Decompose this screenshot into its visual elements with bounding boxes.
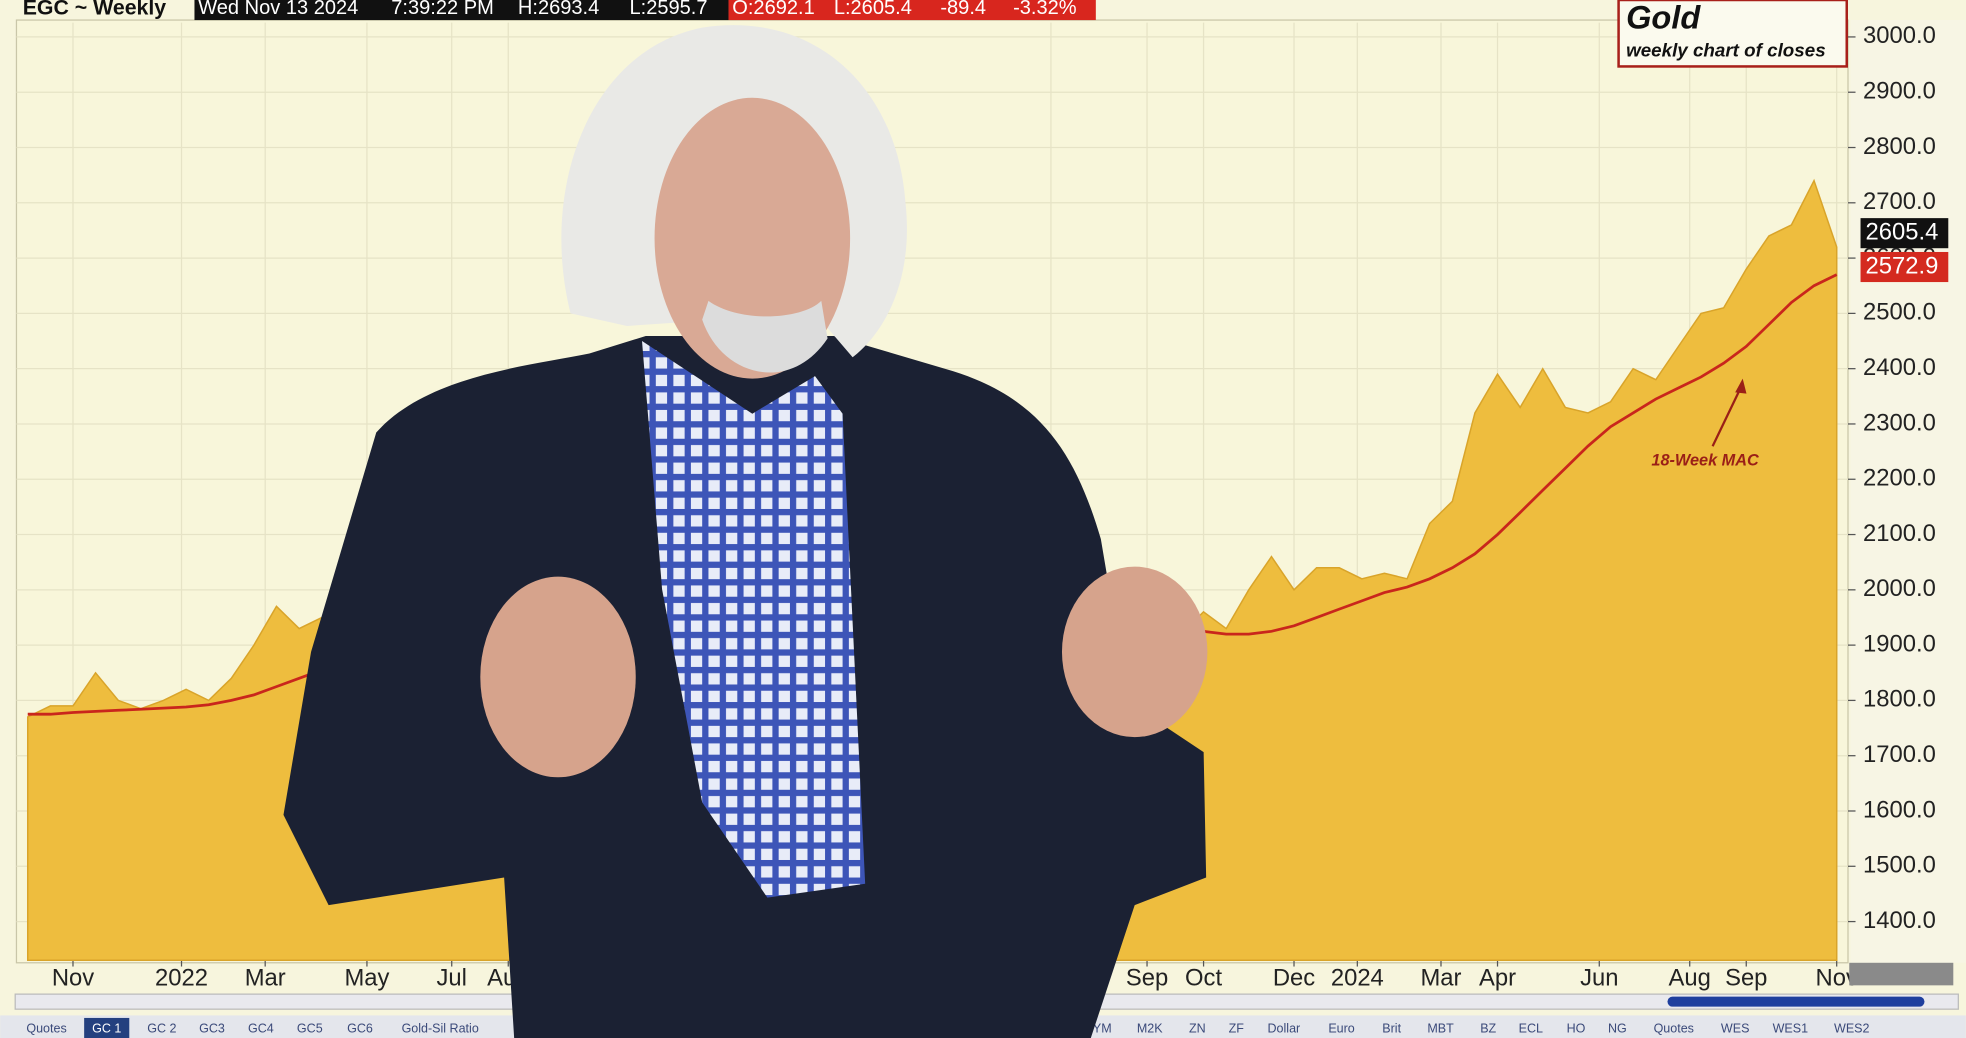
tab[interactable]: GC6 [347, 1022, 373, 1036]
y-tick-label: 1400.0 [1863, 907, 1936, 934]
tab[interactable]: Quotes [1654, 1022, 1694, 1036]
y-tick-label: 1800.0 [1863, 686, 1936, 713]
tab[interactable]: GC 2 [147, 1022, 176, 1036]
y-tick-label: 2700.0 [1863, 188, 1936, 215]
tab[interactable]: GC4 [248, 1022, 274, 1036]
tab[interactable]: Quotes [26, 1022, 66, 1036]
legend-subtitle: weekly chart of closes [1626, 39, 1826, 60]
x-tick-label: Jul [437, 964, 467, 991]
x-tick-label: 2022 [155, 964, 208, 991]
y-tick-label: 2800.0 [1863, 133, 1936, 160]
tab-active [84, 1017, 130, 1038]
x-tick-label: Nov [52, 964, 94, 991]
tab[interactable]: HO [1567, 1022, 1586, 1036]
tab[interactable]: ZN [1189, 1022, 1206, 1036]
y-tick-label: 2400.0 [1863, 354, 1936, 381]
y-tick-label: 2000.0 [1863, 575, 1936, 602]
tab[interactable]: ECL [1519, 1022, 1543, 1036]
x-tick-label: Aug [1669, 964, 1711, 991]
y-tick-label: 1600.0 [1863, 796, 1936, 823]
annotation-arrowhead [1735, 378, 1747, 394]
header-field: O:2692.1 [732, 0, 814, 19]
face [654, 97, 851, 379]
x-tick-label: Jun [1580, 964, 1618, 991]
header-field: L:2605.4 [834, 0, 912, 19]
tab[interactable]: WES2 [1834, 1022, 1870, 1036]
scrollbar-thumb [1667, 996, 1925, 1007]
y-tick-label: 1500.0 [1863, 852, 1936, 879]
legend-box [1617, 0, 1848, 68]
x-tick-label: Sep [1126, 964, 1168, 991]
header-red [728, 0, 1096, 21]
tab[interactable]: WES [1721, 1022, 1750, 1036]
tab[interactable]: NG [1608, 1022, 1627, 1036]
x-tick-label: May [344, 964, 389, 991]
tab[interactable]: M2K [1137, 1022, 1163, 1036]
y-tick-label: 2200.0 [1863, 465, 1936, 492]
header-field: 7:39:22 PM [391, 0, 494, 19]
header-field: -89.4 [940, 0, 986, 19]
legend-title: Gold [1626, 0, 1701, 36]
tab[interactable]: Brit [1382, 1022, 1401, 1036]
axis-panel [1850, 20, 1966, 963]
left-hand [480, 576, 636, 778]
y-tick-label: 2900.0 [1863, 78, 1936, 105]
x-tick-label: Oct [1185, 964, 1222, 991]
annotation-arrow [1711, 383, 1744, 447]
scrollbar-cap [1849, 962, 1954, 986]
header-field: -3.32% [1013, 0, 1077, 19]
x-tick-label: 2024 [1331, 964, 1384, 991]
tab[interactable]: ZF [1229, 1022, 1245, 1036]
tab[interactable]: GC3 [199, 1022, 225, 1036]
x-tick-label: Mar [1420, 964, 1461, 991]
price-label: 2605.4 [1866, 218, 1939, 245]
price-label: 2572.9 [1866, 252, 1939, 279]
y-tick-label: 3000.0 [1863, 22, 1936, 49]
presenter [283, 25, 1208, 1038]
header-field: H:2693.4 [518, 0, 599, 19]
tab[interactable]: Dollar [1268, 1022, 1301, 1036]
right-hand [1061, 566, 1208, 738]
price-label-box [1860, 218, 1949, 249]
y-tick-label: 2300.0 [1863, 409, 1936, 436]
tab[interactable]: GC 1 [92, 1022, 121, 1036]
tab[interactable]: GC5 [297, 1022, 323, 1036]
price-label-box [1860, 251, 1949, 283]
shirt [642, 340, 866, 898]
annotation: 18-Week MAC [1651, 452, 1759, 470]
x-tick-label: Mar [245, 964, 286, 991]
x-tick-label: Dec [1273, 964, 1315, 991]
beard [702, 300, 828, 373]
header-field: L:2595.7 [629, 0, 707, 19]
tab[interactable]: Euro [1328, 1022, 1354, 1036]
x-tick-label: Apr [1479, 964, 1516, 991]
tab[interactable]: BZ [1480, 1022, 1496, 1036]
tab[interactable]: WES1 [1773, 1022, 1809, 1036]
header-dark [194, 0, 729, 21]
y-tick-label: 1700.0 [1863, 741, 1936, 768]
x-tick-label: Sep [1725, 964, 1767, 991]
symbol: EGC ~ Weekly [23, 0, 167, 19]
y-tick-label: 2100.0 [1863, 520, 1936, 547]
tab[interactable]: Gold-Sil Ratio [402, 1022, 479, 1036]
tab[interactable]: MBT [1427, 1022, 1454, 1036]
header-field: Wed Nov 13 2024 [198, 0, 358, 19]
y-tick-label: 2500.0 [1863, 299, 1936, 326]
y-tick-label: 1900.0 [1863, 630, 1936, 657]
